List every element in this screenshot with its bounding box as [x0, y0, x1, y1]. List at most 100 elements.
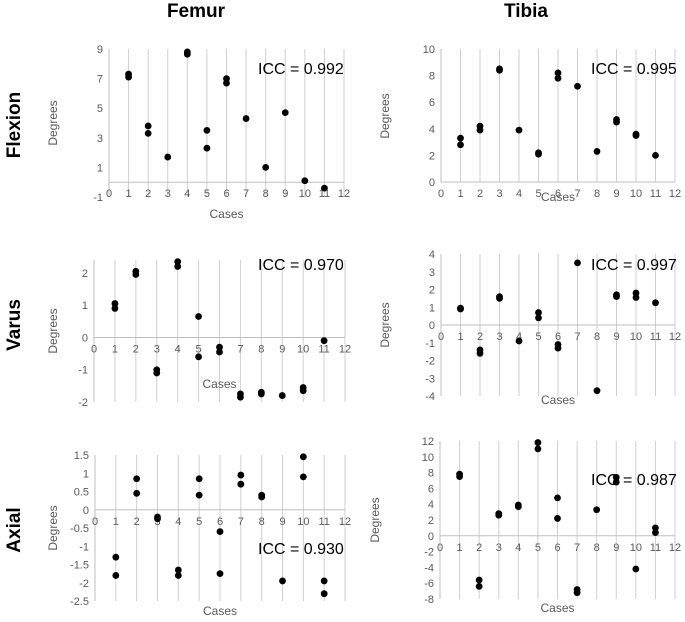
data-point [183, 50, 191, 58]
data-point [535, 150, 542, 158]
data-point [174, 566, 182, 574]
x-tick-label: 5 [196, 343, 202, 355]
data-point [195, 491, 203, 499]
x-tick-label: 2 [477, 188, 483, 200]
icc-annotation: ICC = 0.997 [591, 257, 677, 274]
x-tick-label: 7 [574, 331, 580, 343]
data-point [133, 475, 141, 483]
data-point [320, 590, 328, 598]
x-tick-label: 10 [630, 542, 642, 554]
x-tick-label: 7 [238, 516, 244, 528]
data-point [223, 79, 230, 87]
icc-annotation: ICC = 0.970 [258, 257, 344, 274]
y-axis-label: Degrees [378, 302, 392, 347]
data-point [174, 572, 182, 579]
data-point [554, 69, 562, 77]
x-tick-label: 2 [134, 516, 140, 528]
x-tick-label: 4 [516, 188, 522, 200]
y-tick-label: 2 [428, 515, 434, 527]
data-point [320, 337, 328, 345]
data-point [534, 445, 542, 453]
y-tick-label: -0.5 [70, 523, 89, 535]
data-point [632, 565, 640, 573]
x-tick-label: 6 [555, 188, 561, 200]
data-point [144, 122, 152, 130]
y-tick-label: -4 [424, 562, 434, 574]
y-tick-label: -8 [424, 594, 434, 606]
data-point [242, 115, 250, 122]
y-tick-label: 0 [428, 531, 434, 543]
x-tick-label: 9 [279, 516, 285, 528]
x-tick-label: 9 [613, 331, 619, 343]
y-tick-label: -3 [425, 373, 435, 385]
x-axis-label: Cases [540, 601, 574, 615]
x-tick-label: 1 [126, 188, 132, 200]
data-point [534, 439, 542, 446]
x-tick-label: 12 [669, 331, 681, 343]
data-point [279, 577, 286, 585]
data-point [216, 570, 224, 578]
y-tick-label: -2 [425, 356, 435, 368]
data-point [301, 177, 309, 185]
data-point [237, 471, 245, 479]
x-tick-label: 11 [650, 542, 661, 554]
data-point [216, 528, 224, 536]
x-tick-label: 6 [555, 331, 561, 343]
y-tick-label: -4 [425, 391, 435, 403]
y-tick-label: -2 [424, 547, 434, 559]
data-point [496, 66, 503, 74]
data-point [612, 478, 620, 486]
x-tick-label: 0 [437, 542, 443, 554]
x-tick-label: 12 [338, 188, 350, 200]
x-tick-label: 4 [516, 331, 522, 343]
x-axis-label: Cases [541, 393, 575, 407]
data-point [554, 74, 562, 82]
y-tick-label: 3 [429, 267, 435, 279]
x-tick-label: 5 [535, 331, 541, 343]
data-point [237, 393, 244, 401]
data-point [174, 258, 182, 266]
y-axis-label: Degrees [378, 93, 392, 138]
x-tick-label: 8 [594, 542, 600, 554]
y-tick-label: 1 [429, 302, 435, 314]
data-point [652, 524, 659, 532]
y-tick-label: -1.5 [70, 560, 89, 572]
x-tick-label: 0 [438, 331, 444, 343]
y-tick-label: 1.5 [74, 450, 89, 462]
y-tick-label: 2 [82, 268, 88, 280]
x-tick-label: 5 [196, 516, 202, 528]
x-tick-label: 9 [613, 188, 619, 200]
data-point [237, 480, 245, 488]
data-point [164, 153, 172, 161]
x-tick-label: 10 [299, 188, 311, 200]
data-point [535, 314, 542, 322]
x-tick-label: 1 [112, 343, 118, 355]
y-axis-label: Degrees [368, 497, 382, 542]
icc-annotation: ICC = 0.992 [258, 61, 344, 78]
y-tick-label: 0 [429, 320, 435, 332]
y-tick-label: 8 [429, 71, 435, 83]
y-tick-label: -2.5 [70, 596, 89, 608]
data-point [632, 132, 640, 139]
icc-annotation: ICC = 0.987 [591, 472, 677, 489]
x-tick-label: 10 [630, 188, 642, 200]
icc-annotation: ICC = 0.995 [591, 61, 677, 78]
x-tick-label: 9 [279, 343, 285, 355]
y-tick-label: -2 [78, 397, 88, 409]
x-tick-label: 11 [318, 343, 329, 355]
x-tick-label: 9 [613, 542, 619, 554]
y-tick-label: 5 [97, 103, 103, 115]
x-tick-label: 2 [477, 331, 483, 343]
x-tick-label: 0 [438, 188, 444, 200]
x-tick-label: 12 [339, 516, 351, 528]
y-tick-label: 0 [429, 177, 435, 189]
data-point [632, 294, 640, 301]
data-point [195, 475, 203, 483]
y-tick-label: 8 [428, 468, 434, 480]
x-tick-label: 11 [650, 331, 661, 343]
data-point [195, 313, 202, 320]
data-point [112, 553, 120, 561]
y-tick-label: 0.5 [74, 487, 89, 499]
